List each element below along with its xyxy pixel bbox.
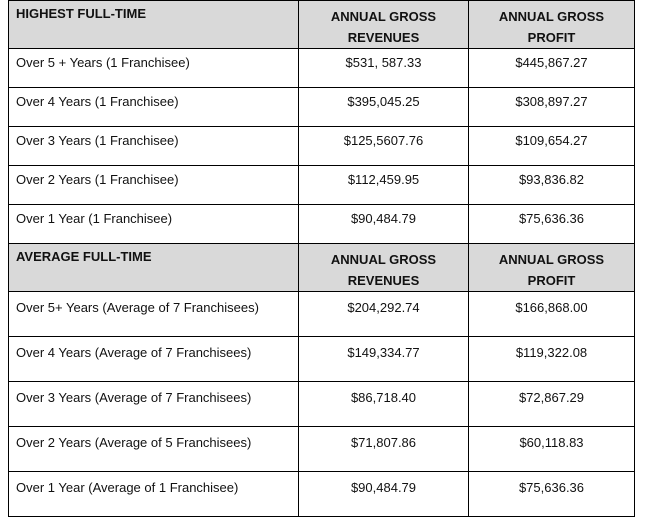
revenues-value: $90,484.79	[298, 471, 469, 517]
average-header-row: AVERAGE FULL-TIME ANNUAL GROSS REVENUES …	[8, 243, 635, 292]
revenues-value: $395,045.25	[298, 87, 469, 127]
revenues-column-header: ANNUAL GROSS REVENUES	[298, 243, 469, 292]
profit-value: $119,322.08	[468, 336, 635, 382]
profit-value: $93,836.82	[468, 165, 635, 205]
row-label: Over 1 Year (1 Franchisee)	[8, 204, 299, 244]
row-label: Over 2 Years (1 Franchisee)	[8, 165, 299, 205]
table-row: Over 1 Year (Average of 1 Franchisee) $9…	[8, 471, 635, 517]
profit-value: $166,868.00	[468, 291, 635, 337]
highest-section-title: HIGHEST FULL-TIME	[8, 0, 299, 49]
revenues-value: $125,5607.76	[298, 126, 469, 166]
revenues-value: $71,807.86	[298, 426, 469, 472]
profit-column-header: ANNUAL GROSS PROFIT	[468, 243, 635, 292]
highest-header-row: HIGHEST FULL-TIME ANNUAL GROSS REVENUES …	[8, 0, 635, 49]
row-label: Over 4 Years (Average of 7 Franchisees)	[8, 336, 299, 382]
table-row: Over 2 Years (Average of 5 Franchisees) …	[8, 426, 635, 472]
row-label: Over 2 Years (Average of 5 Franchisees)	[8, 426, 299, 472]
row-label: Over 5+ Years (Average of 7 Franchisees)	[8, 291, 299, 337]
profit-value: $75,636.36	[468, 471, 635, 517]
franchise-earnings-table: HIGHEST FULL-TIME ANNUAL GROSS REVENUES …	[8, 0, 635, 517]
revenues-value: $112,459.95	[298, 165, 469, 205]
revenues-value: $86,718.40	[298, 381, 469, 427]
profit-column-header: ANNUAL GROSS PROFIT	[468, 0, 635, 49]
profit-value: $60,118.83	[468, 426, 635, 472]
profit-value: $75,636.36	[468, 204, 635, 244]
table-row: Over 1 Year (1 Franchisee) $90,484.79 $7…	[8, 204, 635, 244]
profit-value: $109,654.27	[468, 126, 635, 166]
revenues-value: $531, 587.33	[298, 48, 469, 88]
profit-value: $308,897.27	[468, 87, 635, 127]
revenues-value: $90,484.79	[298, 204, 469, 244]
table-row: Over 2 Years (1 Franchisee) $112,459.95 …	[8, 165, 635, 205]
row-label: Over 4 Years (1 Franchisee)	[8, 87, 299, 127]
row-label: Over 3 Years (1 Franchisee)	[8, 126, 299, 166]
table-row: Over 4 Years (Average of 7 Franchisees) …	[8, 336, 635, 382]
average-section-title: AVERAGE FULL-TIME	[8, 243, 299, 292]
profit-value: $72,867.29	[468, 381, 635, 427]
row-label: Over 1 Year (Average of 1 Franchisee)	[8, 471, 299, 517]
table-row: Over 5 + Years (1 Franchisee) $531, 587.…	[8, 48, 635, 88]
table-row: Over 5+ Years (Average of 7 Franchisees)…	[8, 291, 635, 337]
revenues-column-header: ANNUAL GROSS REVENUES	[298, 0, 469, 49]
profit-value: $445,867.27	[468, 48, 635, 88]
revenues-value: $149,334.77	[298, 336, 469, 382]
table-row: Over 4 Years (1 Franchisee) $395,045.25 …	[8, 87, 635, 127]
table-row: Over 3 Years (Average of 7 Franchisees) …	[8, 381, 635, 427]
table-row: Over 3 Years (1 Franchisee) $125,5607.76…	[8, 126, 635, 166]
row-label: Over 3 Years (Average of 7 Franchisees)	[8, 381, 299, 427]
revenues-value: $204,292.74	[298, 291, 469, 337]
row-label: Over 5 + Years (1 Franchisee)	[8, 48, 299, 88]
